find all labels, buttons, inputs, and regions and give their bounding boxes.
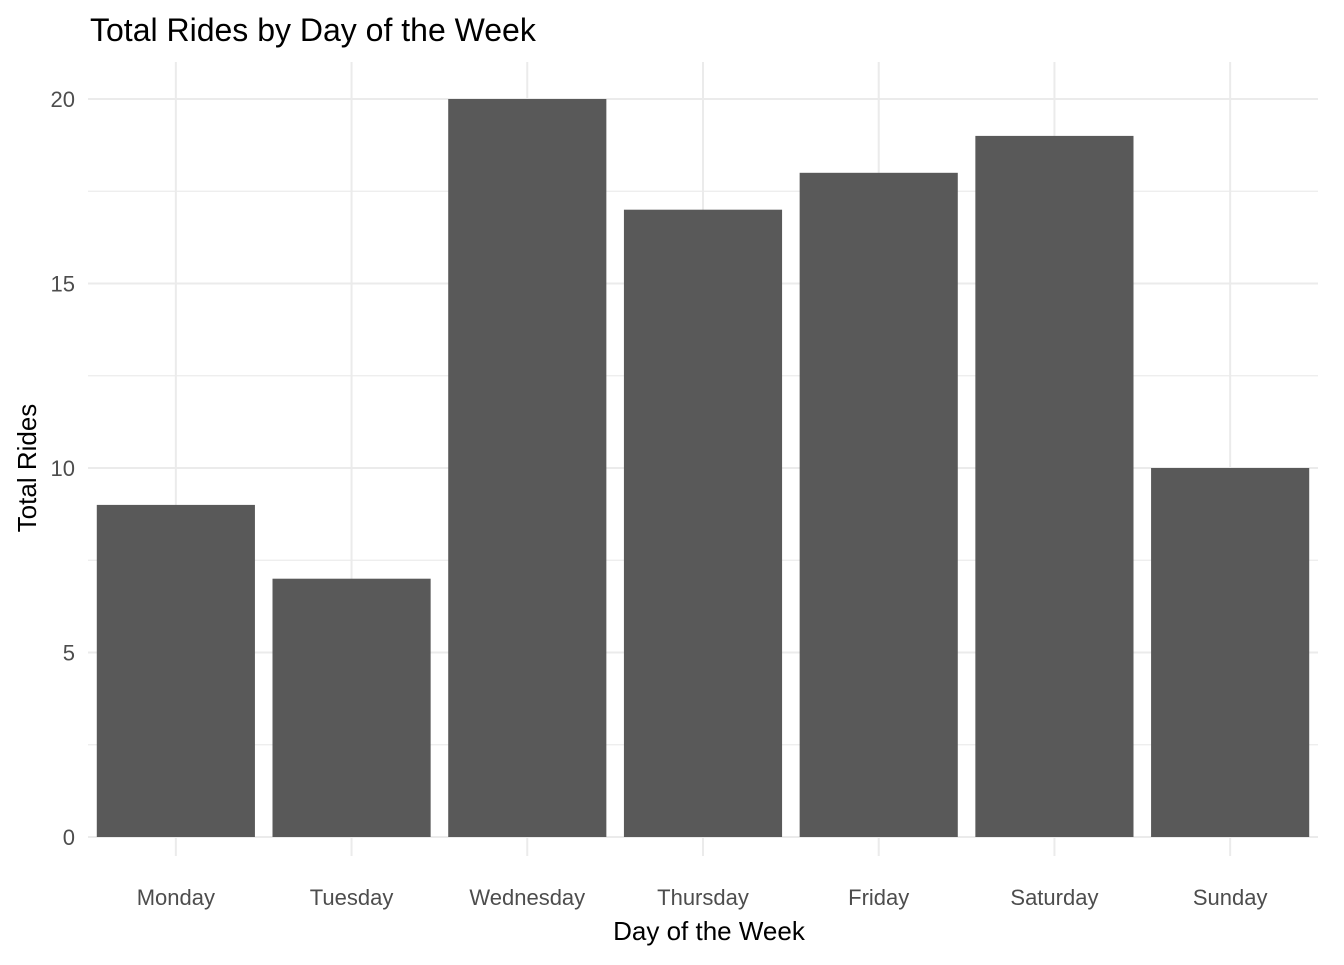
x-tick-label: Saturday (1010, 885, 1098, 910)
bar-wednesday (448, 99, 607, 837)
bar-thursday (623, 209, 783, 837)
x-tick-label: Wednesday (469, 885, 585, 910)
bar-tuesday (272, 578, 431, 837)
x-tick-label: Monday (137, 885, 215, 910)
y-tick-label: 0 (63, 825, 75, 850)
x-tick-label: Friday (848, 885, 909, 910)
y-tick-label: 5 (63, 641, 75, 666)
x-axis-ticks: Monday Tuesday Wednesday Thursday Friday Satu… (137, 885, 1268, 910)
bar-monday (96, 504, 255, 837)
x-tick-label: Sunday (1193, 885, 1268, 910)
chart-title: Total Rides by Day of the Week (90, 12, 537, 48)
bars (96, 99, 1310, 838)
x-axis-title: Day of the Week (613, 916, 806, 946)
y-axis-ticks: 0 5 10 15 20 (51, 87, 75, 850)
y-axis-title: Total Rides (12, 404, 42, 533)
y-tick-label: 20 (51, 87, 75, 112)
x-tick-label: Thursday (657, 885, 749, 910)
bar-sunday (1151, 468, 1310, 837)
x-tick-label: Tuesday (310, 885, 394, 910)
bar-saturday (975, 135, 1134, 837)
y-tick-label: 15 (51, 272, 75, 297)
y-tick-label: 10 (51, 456, 75, 481)
bar-friday (799, 172, 958, 838)
